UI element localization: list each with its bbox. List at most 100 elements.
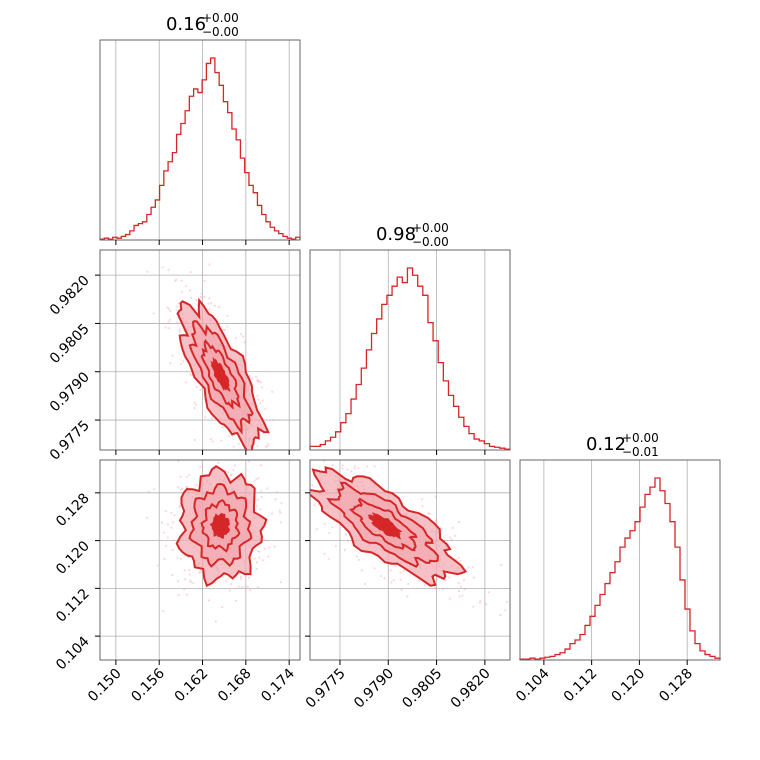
scatter-point: [383, 577, 386, 580]
hist-panel-1: 0.98+0.00−0.00: [309, 221, 511, 455]
scatter-point: [222, 328, 225, 332]
scatter-point: [175, 278, 178, 281]
scatter-point: [249, 589, 252, 592]
scatter-point: [242, 465, 244, 467]
scatter-point: [258, 550, 261, 553]
scatter-point: [341, 464, 344, 467]
scatter-point: [164, 544, 168, 548]
scatter-point: [214, 581, 217, 584]
scatter-point: [180, 279, 183, 283]
scatter-point: [322, 460, 326, 463]
scatter-point: [292, 439, 294, 441]
contour-line-2: [200, 339, 241, 410]
scatter-point: [232, 469, 235, 472]
scatter-point: [193, 407, 196, 410]
scatter-point: [327, 557, 330, 560]
scatter-point: [259, 381, 263, 384]
scatter-panel-2-1: 0.9775 0.9790 0.9805 0.9820: [278, 439, 511, 712]
scatter-point: [366, 454, 368, 456]
scatter-point: [199, 388, 202, 391]
scatter-point: [353, 465, 357, 468]
scatter-point: [182, 360, 185, 363]
histogram-line: [309, 267, 511, 450]
scatter-point: [278, 470, 280, 472]
scatter-point: [260, 386, 264, 389]
scatter-point: [180, 487, 183, 490]
scatter-point: [200, 570, 203, 573]
scatter-point: [243, 453, 245, 455]
y-tick-label: 0.104: [53, 634, 93, 674]
scatter-point: [169, 362, 172, 365]
scatter-point: [295, 443, 297, 445]
scatter-point: [186, 485, 189, 489]
scatter-point: [193, 401, 196, 404]
scatter-point: [273, 461, 275, 463]
scatter-point: [184, 285, 188, 288]
scatter-point: [260, 490, 263, 493]
scatter-point: [227, 442, 229, 444]
scatter-point: [273, 545, 276, 548]
scatter-point: [193, 439, 196, 442]
scatter-point: [257, 468, 259, 470]
scatter-point: [183, 569, 186, 572]
panel-title: 0.12: [586, 434, 626, 455]
scatter-point: [176, 556, 179, 559]
scatter-point: [355, 555, 359, 558]
scatter-point: [237, 457, 239, 459]
scatter-point: [451, 526, 454, 529]
scatter-point: [285, 480, 287, 482]
scatter-point: [440, 527, 443, 530]
scatter-point: [357, 558, 360, 561]
scatter-point: [189, 289, 192, 292]
scatter-point: [164, 510, 167, 513]
scatter-point: [220, 439, 223, 442]
scatter-point: [236, 446, 238, 448]
scatter-point: [263, 469, 265, 471]
scatter-point: [176, 580, 179, 583]
scatter-point: [457, 590, 461, 593]
scatter-point: [278, 509, 281, 512]
scatter-point: [295, 446, 297, 448]
scatter-point: [162, 531, 166, 534]
scatter-point: [189, 296, 193, 299]
scatter-point: [271, 512, 274, 515]
scatter-panel-2-0: 0.150 0.156 0.162 0.168 0.174 0.104 0.112 0.120…: [53, 442, 301, 705]
scatter-point: [230, 474, 233, 477]
scatter-point: [199, 466, 202, 469]
scatter-point: [178, 506, 181, 509]
scatter-point: [188, 568, 191, 571]
scatter-point: [195, 483, 198, 487]
x-tick-label: 0.156: [128, 665, 168, 705]
x-tick-label: 0.9775: [303, 666, 349, 712]
hist-panel-2: 0.12+0.00−0.01 0.104 0.112 0.120 0.128: [513, 431, 721, 706]
scatter-point: [402, 569, 406, 572]
scatter-point: [346, 539, 350, 542]
scatter-point: [176, 321, 179, 324]
scatter-point: [331, 464, 334, 467]
scatter-point: [221, 426, 224, 429]
scatter-point: [166, 536, 169, 539]
scatter-layer: [146, 263, 292, 476]
title-upper-error: +0.00: [202, 11, 239, 25]
contour-line-0: [176, 297, 270, 450]
scatter-point: [306, 479, 308, 481]
x-tick-label: 0.128: [656, 666, 696, 706]
scatter-point: [210, 302, 213, 305]
scatter-point: [163, 557, 166, 560]
scatter-point: [350, 469, 353, 473]
scatter-point: [271, 456, 273, 458]
scatter-point: [459, 559, 462, 563]
scatter-point: [290, 474, 292, 476]
scatter-point: [255, 561, 259, 564]
scatter-point: [247, 460, 250, 463]
scatter-point: [390, 581, 393, 584]
scatter-point: [240, 578, 243, 581]
scatter-point: [328, 531, 331, 535]
scatter-point: [256, 549, 259, 553]
scatter-point: [357, 467, 360, 470]
x-tick-label: 0.112: [561, 666, 601, 706]
scatter-point: [160, 521, 164, 524]
scatter-point: [183, 578, 186, 581]
scatter-point: [417, 579, 420, 582]
